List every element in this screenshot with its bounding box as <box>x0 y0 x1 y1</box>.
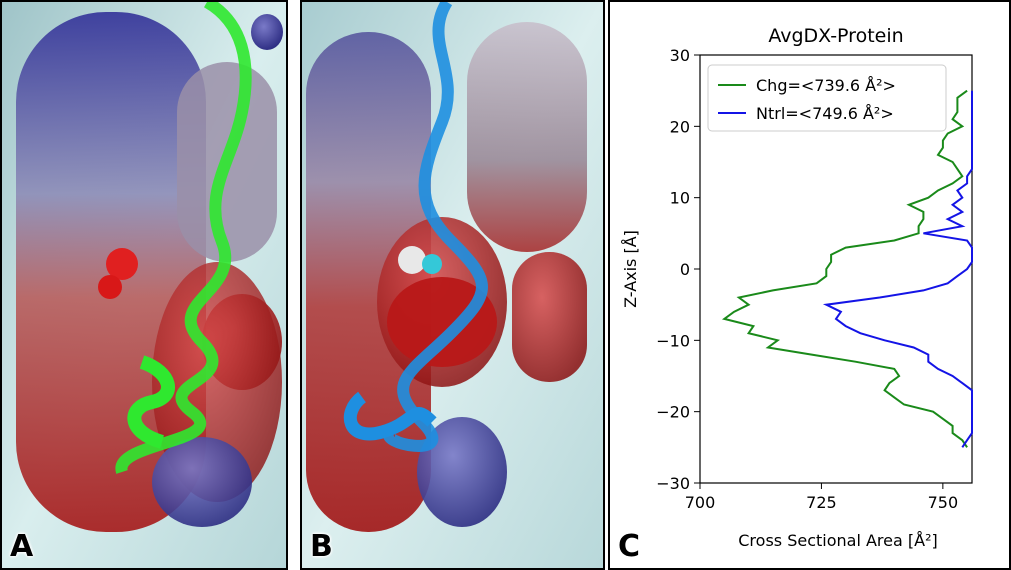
y-tick-label: 0 <box>680 260 690 279</box>
y-tick-label: 30 <box>670 46 690 65</box>
x-axis-label: Cross Sectional Area [Å²] <box>738 531 937 550</box>
y-tick-label: −20 <box>656 403 690 422</box>
cross-section-chart: AvgDX-Protein −30 −20 −10 0 10 20 30 700 725 750 Cr… <box>621 25 973 550</box>
legend-box <box>707 64 947 132</box>
panel-c: AvgDX-Protein −30 −20 −10 0 10 20 30 700 725 750 Cr… <box>608 0 1011 570</box>
panel-a-label: A <box>10 529 34 564</box>
series-line-1 <box>721 89 968 448</box>
chart-title: AvgDX-Protein <box>768 25 903 47</box>
y-tick-label: −30 <box>656 474 690 493</box>
x-tick-label: 750 <box>928 493 959 512</box>
molecule-render-a <box>2 2 286 568</box>
x-tick-label: 725 <box>806 493 837 512</box>
x-tick-label: 700 <box>685 493 716 512</box>
legend-label-1: Chg=<739.6 Å²> <box>756 76 896 95</box>
y-tick-label: 20 <box>670 117 690 136</box>
panel-b: B <box>300 0 605 570</box>
y-tick-label: −10 <box>656 331 690 350</box>
panel-a: A <box>0 0 288 570</box>
y-tick-label: 10 <box>670 189 690 208</box>
series-line-2 <box>822 90 973 448</box>
molecule-render-b <box>302 2 603 568</box>
legend-label-2: Ntrl=<749.6 Å²> <box>756 104 894 123</box>
panel-c-label: C <box>618 529 641 564</box>
panel-b-label: B <box>310 529 333 564</box>
y-axis-label: Z-Axis [Å] <box>621 230 640 308</box>
